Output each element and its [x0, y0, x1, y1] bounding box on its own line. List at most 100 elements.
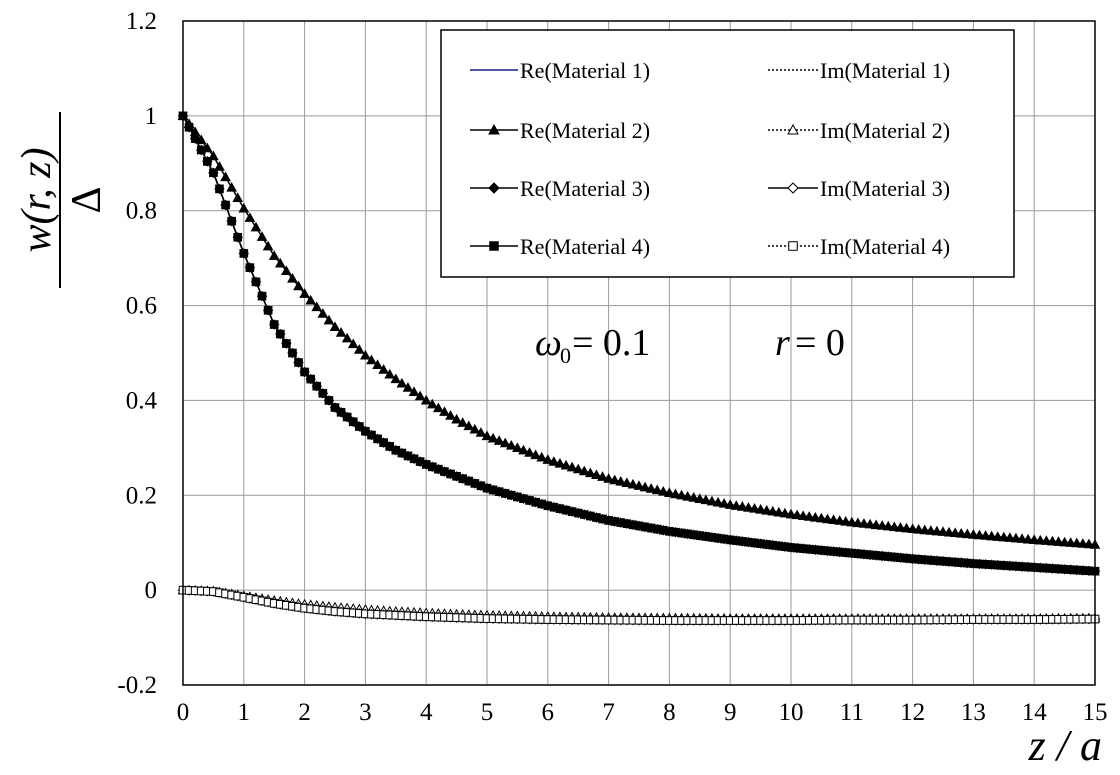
triangle-open-marker [787, 123, 799, 135]
y-tick-label: 1.2 [126, 8, 157, 35]
square-filled-marker [330, 403, 340, 412]
triangle-filled-marker [420, 394, 432, 405]
triangle-filled-marker [743, 502, 754, 512]
square-filled-marker [221, 200, 230, 210]
triangle-filled-marker [816, 512, 827, 523]
triangle-filled-marker [621, 477, 633, 488]
triangle-filled-marker [499, 437, 511, 448]
square-filled-marker [245, 263, 255, 272]
series-im-material-4- [178, 585, 1100, 625]
legend: Re(Material 1) Im(Material 1) Re(Material … [440, 29, 1015, 278]
square-filled-marker [227, 216, 236, 226]
y-axis-label: w(r, z) Δ [14, 112, 110, 288]
triangle-filled-marker [737, 501, 748, 511]
y-tick-label: 0.6 [126, 293, 157, 320]
triangle-filled-marker [633, 480, 645, 490]
triangle-filled-marker [664, 487, 675, 498]
triangle-filled-marker [834, 515, 845, 525]
triangle-filled-marker [195, 134, 207, 145]
x-tick-label: 11 [840, 699, 864, 726]
annotation: ω 0 = 0.1 r = 0 [535, 322, 845, 368]
square-filled-marker [239, 249, 249, 258]
triangle-filled-marker [208, 150, 219, 161]
triangle-filled-marker [615, 476, 627, 486]
triangle-filled-marker [1053, 536, 1064, 546]
square-filled-marker [251, 277, 261, 287]
triangle-filled-marker [566, 461, 578, 472]
legend-item: Im(Material 4) [768, 234, 950, 259]
triangle-filled-marker [451, 413, 462, 424]
triangle-filled-marker [299, 288, 310, 298]
triangle-filled-marker [487, 432, 499, 443]
triangle-filled-marker [670, 488, 681, 499]
triangle-filled-marker [390, 373, 402, 384]
triangle-filled-marker [1016, 533, 1028, 543]
r-symbol: r [775, 322, 790, 364]
triangle-filled-marker [505, 439, 517, 450]
x-tick-label: 1 [238, 699, 251, 726]
x-tick-label: 7 [602, 699, 615, 726]
x-tick-label: 8 [663, 699, 676, 726]
square-filled-marker [282, 339, 291, 348]
triangle-filled-marker [876, 520, 888, 530]
triangle-filled-marker [1071, 537, 1083, 548]
omega-value: = 0.1 [572, 322, 650, 364]
triangle-filled-marker [986, 530, 997, 541]
triangle-filled-marker [256, 231, 268, 241]
triangle-filled-marker [396, 377, 408, 388]
triangle-filled-marker [1083, 538, 1095, 549]
y-tick-label: 0.8 [126, 198, 157, 225]
triangle-filled-marker [189, 126, 201, 137]
square-filled-marker [318, 388, 328, 398]
x-tick-label: 6 [542, 699, 555, 726]
x-tick-label: 10 [779, 699, 804, 726]
triangle-filled-marker [445, 410, 456, 420]
triangle-filled-marker [603, 473, 614, 483]
triangle-filled-marker [1028, 534, 1040, 544]
triangle-filled-marker [895, 522, 906, 532]
triangle-filled-marker [627, 478, 639, 489]
triangle-filled-marker [749, 503, 760, 513]
triangle-filled-marker [889, 521, 900, 532]
triangle-filled-marker [639, 481, 651, 492]
square-filled-marker [233, 232, 243, 242]
triangle-filled-marker [305, 294, 317, 305]
square-filled-marker [348, 417, 358, 427]
triangle-filled-marker [706, 495, 718, 506]
triangle-filled-marker [822, 513, 833, 524]
triangle-filled-marker [542, 454, 554, 464]
triangle-filled-marker [657, 485, 669, 496]
triangle-filled-marker [347, 338, 359, 349]
triangle-filled-marker [864, 518, 876, 529]
triangle-filled-marker [274, 257, 286, 268]
legend-label: Im(Material 1) [820, 58, 950, 83]
triangle-filled-marker [329, 321, 341, 332]
triangle-filled-marker [755, 503, 766, 514]
triangle-filled-marker [609, 474, 621, 485]
triangle-filled-marker [572, 463, 584, 474]
square-filled-marker [300, 367, 309, 377]
x-tick-label: 3 [359, 699, 372, 726]
legend-label: Re(Material 4) [520, 234, 650, 259]
triangle-filled-marker [512, 442, 523, 452]
legend-label: Re(Material 2) [520, 118, 650, 143]
series-layer [177, 110, 1101, 626]
legend-label: Im(Material 4) [820, 234, 950, 259]
triangle-filled-marker [943, 526, 955, 537]
square-filled-marker [342, 412, 352, 422]
triangle-filled-marker [694, 493, 706, 503]
triangle-filled-marker [481, 430, 493, 441]
series-re-material-4- [178, 111, 1100, 576]
triangle-filled-marker [961, 528, 973, 539]
triangle-filled-marker [785, 508, 797, 519]
legend-label: Im(Material 3) [820, 176, 950, 201]
omega-symbol: ω [535, 322, 562, 364]
triangle-filled-marker [536, 451, 548, 462]
triangle-filled-marker [457, 417, 469, 427]
triangle-filled-marker [846, 516, 858, 527]
triangle-filled-marker [688, 492, 700, 502]
y-axis-label-numerator: w(r, z) [14, 147, 60, 252]
triangle-filled-marker [548, 456, 560, 466]
y-tick-label: -0.2 [117, 672, 157, 699]
